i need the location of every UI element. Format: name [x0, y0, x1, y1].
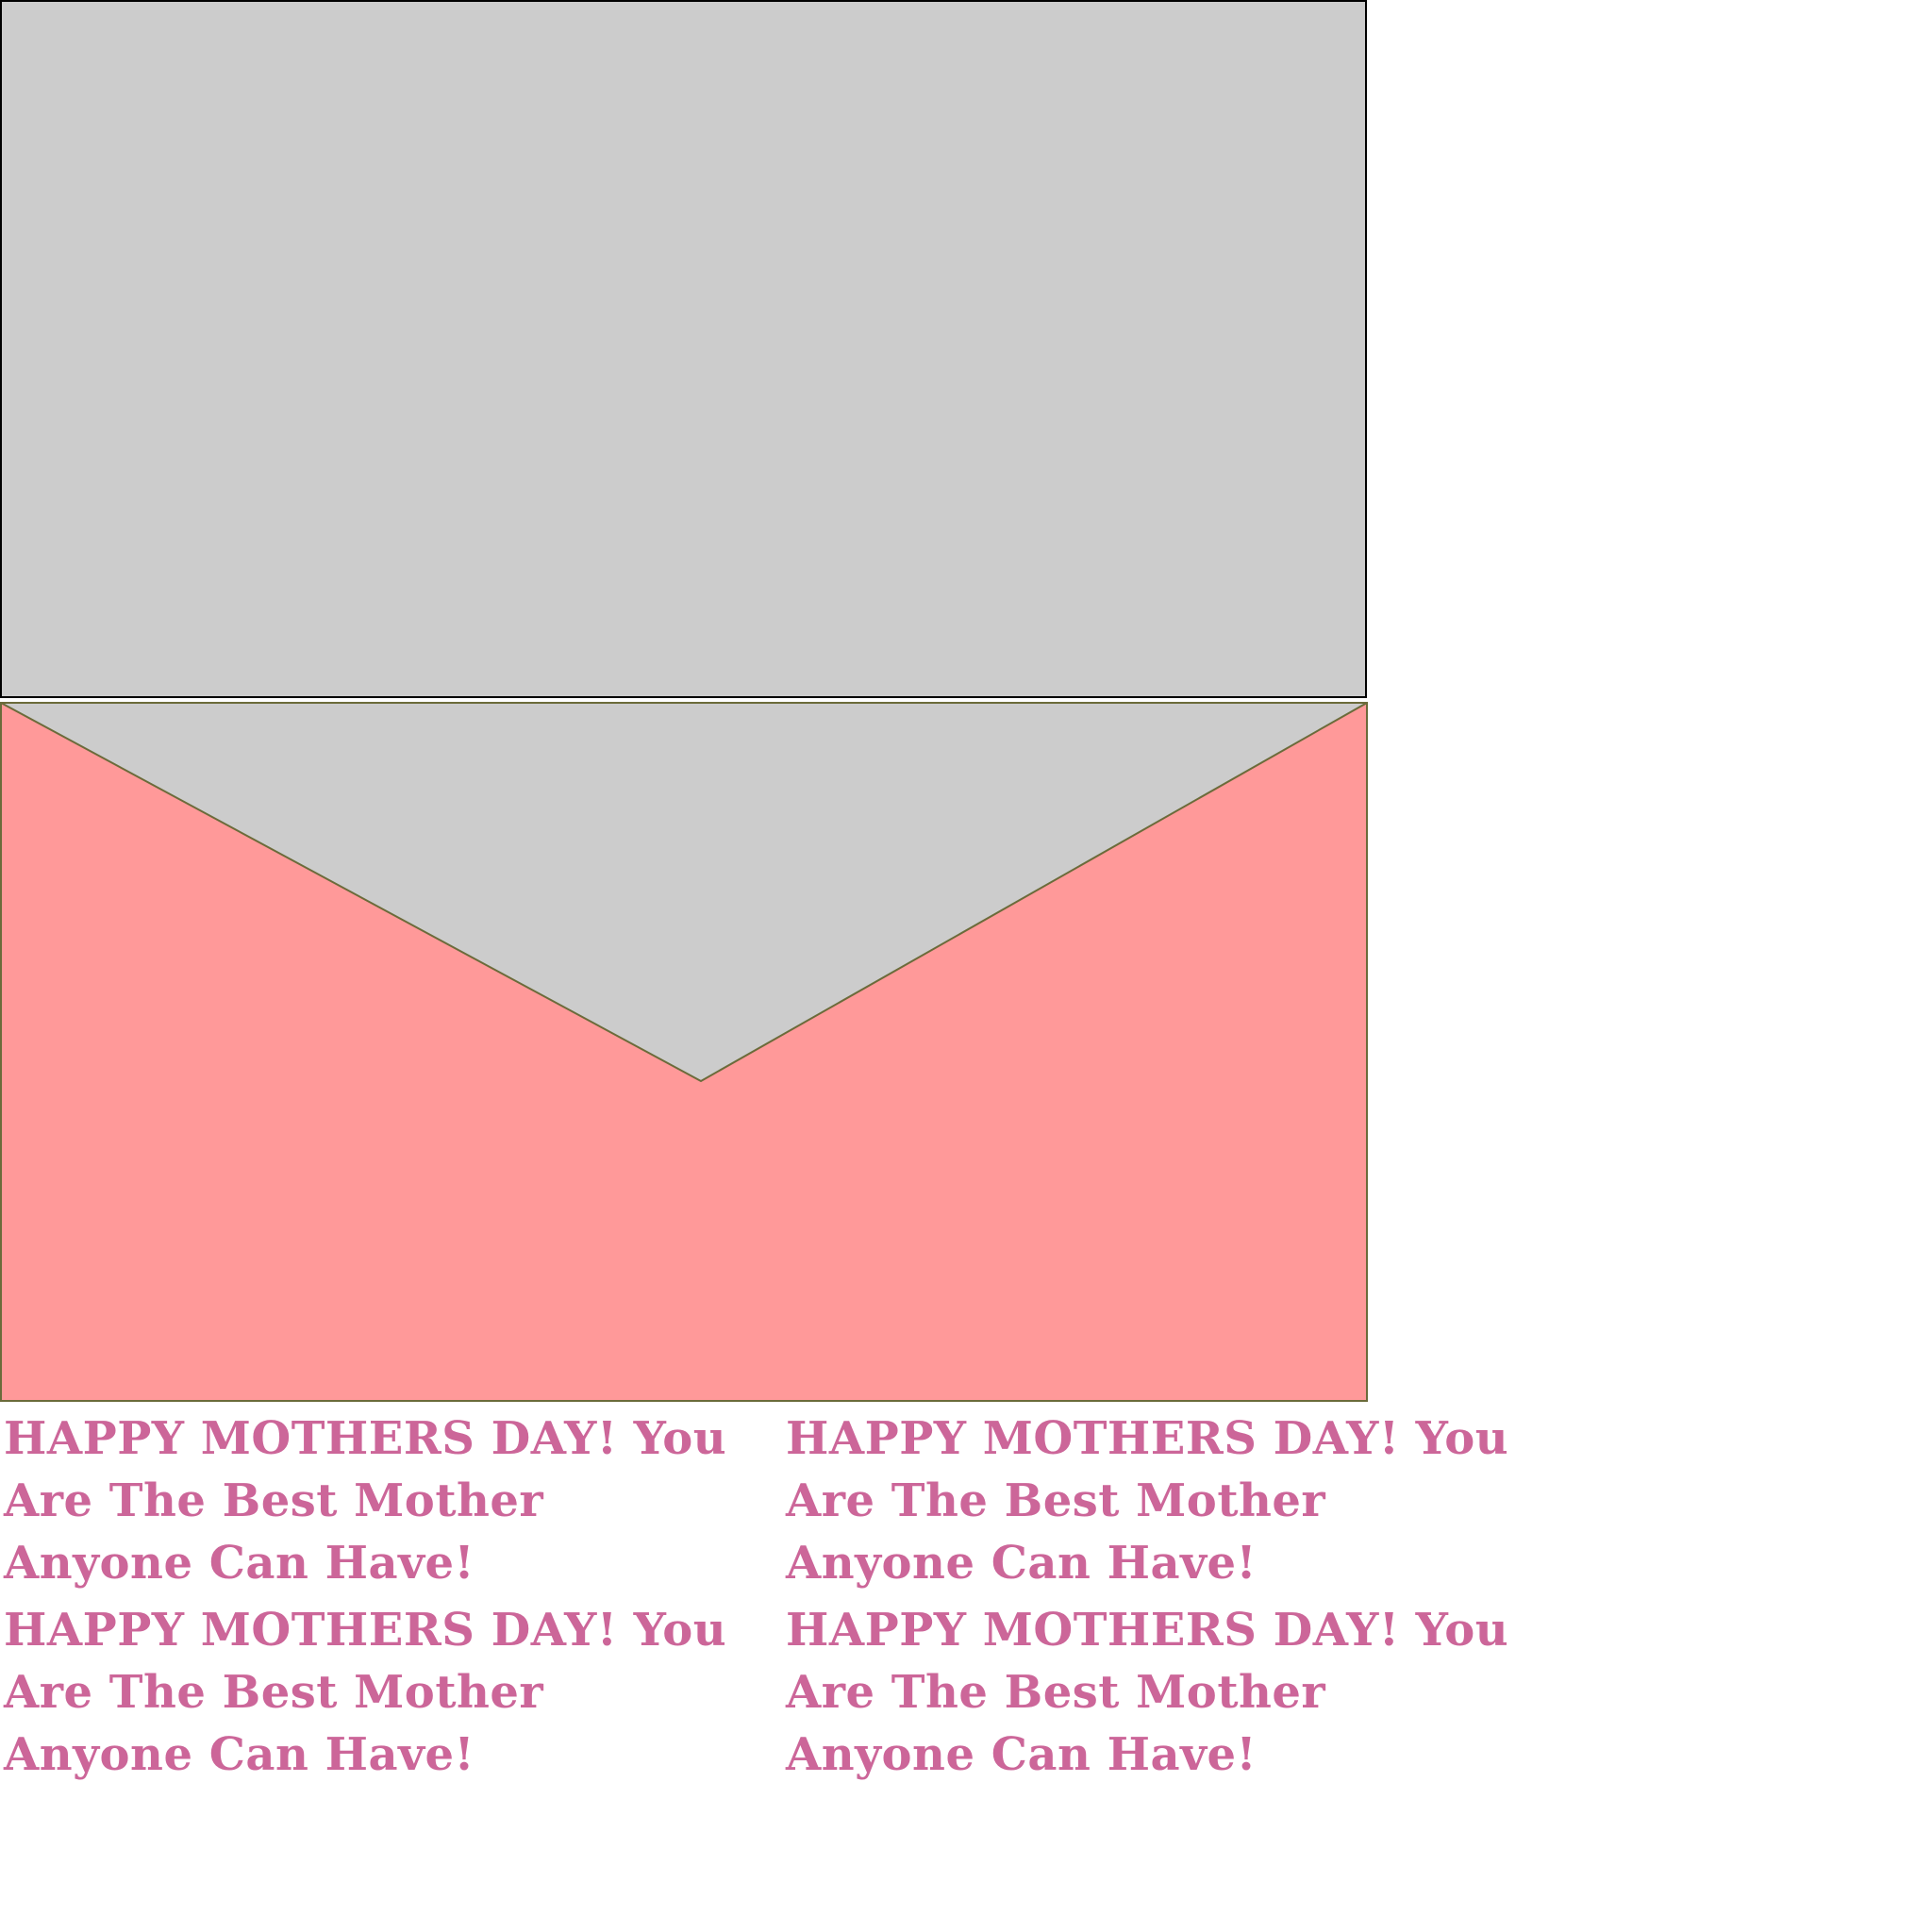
greeting-line: Anyone Can Have!: [4, 1728, 475, 1781]
greeting-message: HAPPY MOTHERS DAY! You Are The Best Moth…: [786, 1599, 1559, 1786]
greeting-message: HAPPY MOTHERS DAY! You Are The Best Moth…: [4, 1407, 777, 1594]
greeting-line: HAPPY MOTHERS DAY! You: [4, 1412, 727, 1465]
greeting-line: Anyone Can Have!: [4, 1537, 475, 1590]
greeting-message: HAPPY MOTHERS DAY! You Are The Best Moth…: [786, 1407, 1559, 1594]
greeting-line: Anyone Can Have!: [786, 1728, 1257, 1781]
greeting-line: Are The Best Mother: [4, 1666, 544, 1719]
envelope: [0, 702, 1368, 1402]
greeting-line: Are The Best Mother: [786, 1474, 1326, 1527]
greeting-line: Anyone Can Have!: [786, 1537, 1257, 1590]
greeting-line: HAPPY MOTHERS DAY! You: [4, 1604, 727, 1657]
envelope-flap: [0, 702, 1368, 1083]
greeting-line: HAPPY MOTHERS DAY! You: [786, 1412, 1509, 1465]
greeting-line: Are The Best Mother: [786, 1666, 1326, 1719]
card-front-panel: [0, 0, 1367, 698]
greeting-line: HAPPY MOTHERS DAY! You: [786, 1604, 1509, 1657]
greeting-message: HAPPY MOTHERS DAY! You Are The Best Moth…: [4, 1599, 777, 1786]
envelope-graphic: [0, 702, 1368, 1402]
greeting-line: Are The Best Mother: [4, 1474, 544, 1527]
